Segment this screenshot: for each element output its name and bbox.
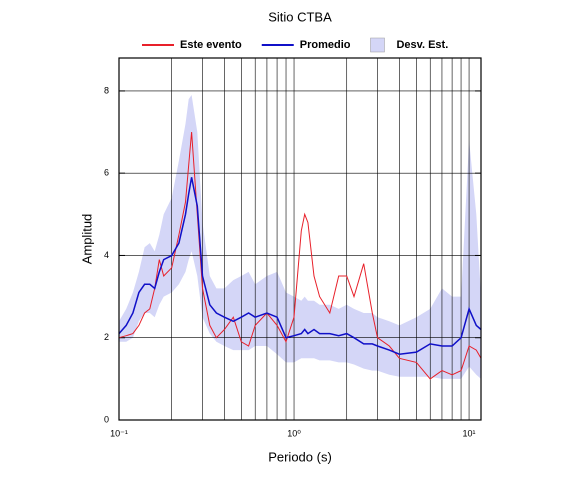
y-tick-label: 2 bbox=[104, 332, 109, 342]
series-line bbox=[118, 131, 482, 380]
legend-label: Desv. Est. bbox=[396, 39, 448, 51]
legend-label: Promedio bbox=[300, 39, 351, 51]
y-tick-label: 6 bbox=[104, 168, 109, 178]
x-tick-label: 10⁰ bbox=[287, 428, 301, 438]
series-line bbox=[118, 177, 482, 355]
legend-label: Este evento bbox=[180, 39, 242, 51]
std-band bbox=[119, 95, 481, 379]
y-axis-label: Amplitud bbox=[79, 214, 94, 265]
plot-frame bbox=[118, 57, 482, 421]
legend-swatch bbox=[370, 37, 385, 53]
y-tick-label: 8 bbox=[104, 85, 109, 95]
y-tick-label: 4 bbox=[104, 250, 109, 260]
x-tick-label: 10⁻¹ bbox=[110, 428, 128, 438]
y-tick-label: 0 bbox=[104, 414, 109, 424]
x-axis-label: Periodo (s) bbox=[268, 449, 332, 464]
chart-title: Sitio CTBA bbox=[268, 9, 332, 24]
x-tick-label: 10¹ bbox=[463, 428, 476, 438]
